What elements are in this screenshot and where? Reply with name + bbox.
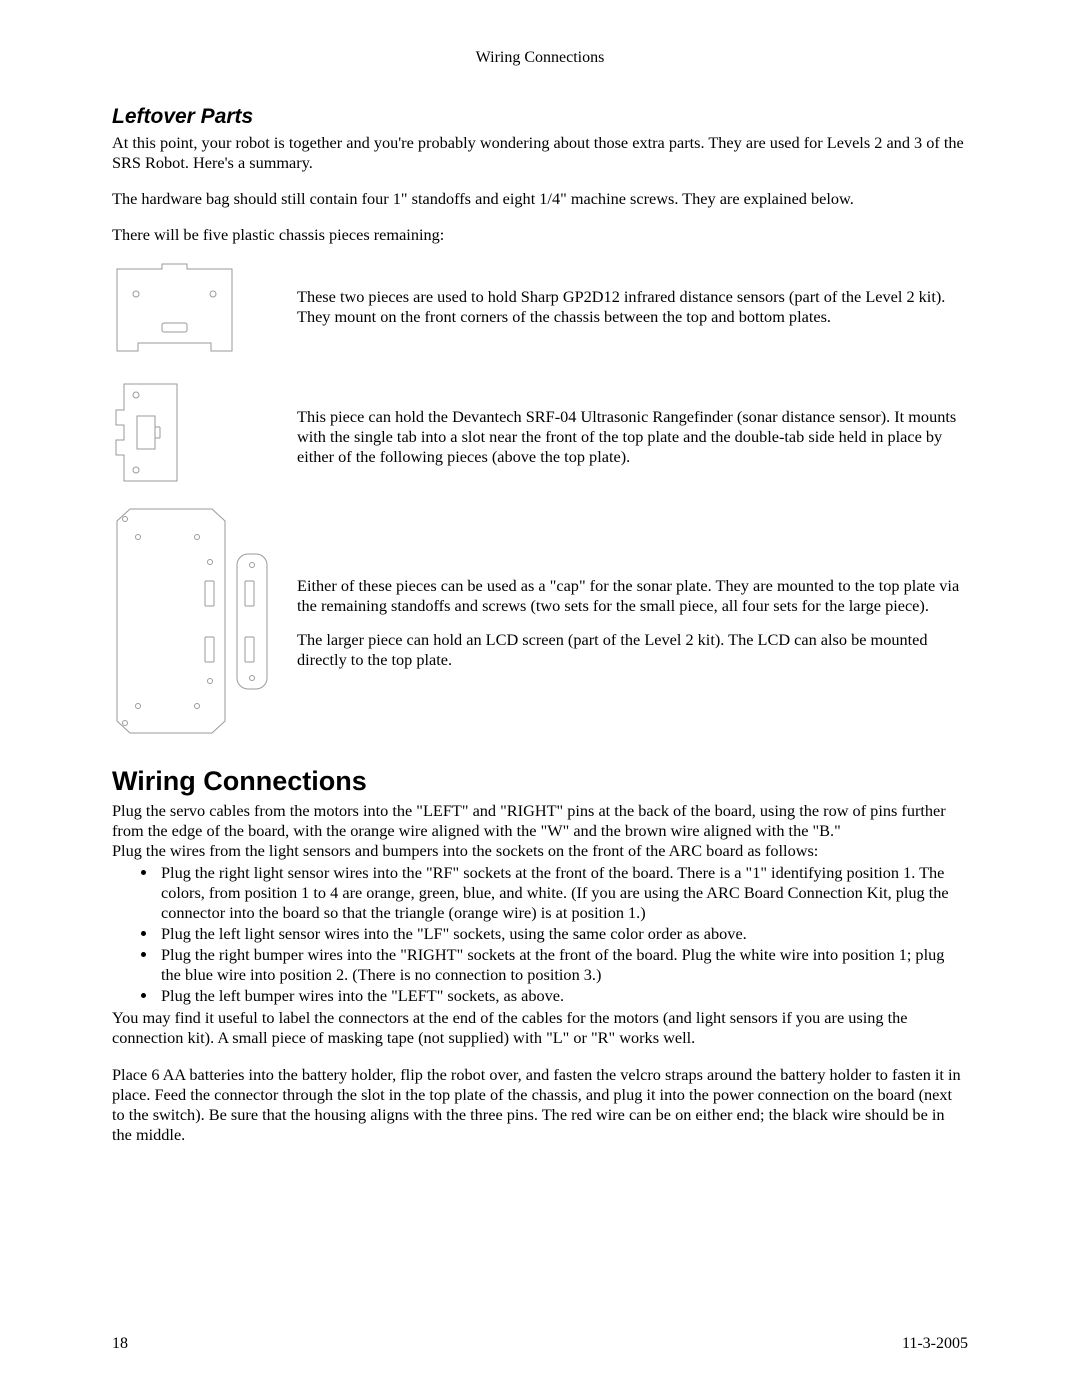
row1-text: These two pieces are used to hold Sharp … [297,287,968,327]
bullet-4: Plug the left bumper wires into the "LEF… [158,986,968,1006]
wiring-p1: Plug the servo cables from the motors in… [112,801,968,841]
bullet-1: Plug the right light sensor wires into t… [158,863,968,923]
wiring-p2: Plug the wires from the light sensors an… [112,841,968,861]
wiring-connections-heading: Wiring Connections [112,766,968,797]
leftover-p2: The hardware bag should still contain fo… [112,189,968,209]
leftover-p1: At this point, your robot is together an… [112,133,968,173]
bullet-2: Plug the left light sensor wires into th… [158,924,968,944]
row-cap-plates: Either of these pieces can be used as a … [112,506,968,736]
row3-text-a: Either of these pieces can be used as a … [297,576,968,616]
page-footer: 18 11-3-2005 [112,1335,968,1353]
diagram-ir-mount [112,261,237,361]
wiring-bullets: Plug the right light sensor wires into t… [112,863,968,1006]
bullet-3: Plug the right bumper wires into the "RI… [158,945,968,985]
page-number: 18 [112,1335,128,1353]
row-ir-sensor-mount: These two pieces are used to hold Sharp … [112,261,968,361]
row2-text: This piece can hold the Devantech SRF-04… [297,407,968,467]
diagram-cap-plates [112,506,272,736]
wiring-p3: You may find it useful to label the conn… [112,1008,968,1048]
row-sonar-mount: This piece can hold the Devantech SRF-04… [112,381,968,486]
wiring-p4: Place 6 AA batteries into the battery ho… [112,1065,968,1145]
leftover-parts-heading: Leftover Parts [112,105,968,129]
running-header: Wiring Connections [112,49,968,67]
leftover-p3: There will be five plastic chassis piece… [112,225,968,245]
diagram-sonar-mount [112,381,192,486]
row3-text-b: The larger piece can hold an LCD screen … [297,630,968,670]
footer-date: 11-3-2005 [902,1335,968,1353]
